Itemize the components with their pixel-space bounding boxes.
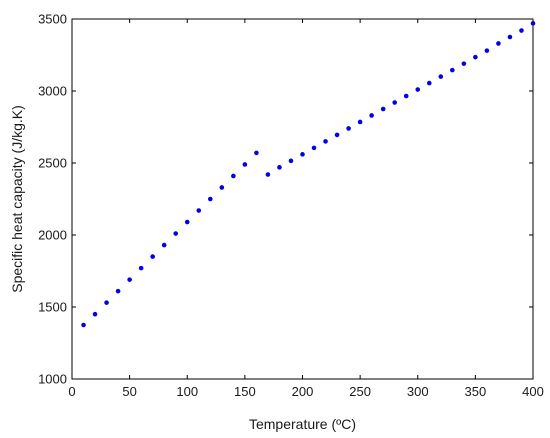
data-point xyxy=(265,172,271,177)
data-point xyxy=(369,113,374,118)
data-point xyxy=(92,311,98,317)
x-tick-label: 0 xyxy=(68,384,75,399)
y-tick-label: 3500 xyxy=(38,12,67,27)
data-point xyxy=(519,28,524,33)
x-tick-label: 200 xyxy=(292,384,314,399)
data-point xyxy=(311,145,317,151)
data-point xyxy=(104,300,109,305)
x-tick-label: 100 xyxy=(176,384,198,399)
tick-labels: 0 50 100 150 200 250 300 350 400 1000 1500 2000 2500… xyxy=(38,12,544,400)
data-point xyxy=(231,173,236,179)
x-tick-label: 400 xyxy=(522,384,544,399)
data-point xyxy=(473,54,478,60)
data-point xyxy=(450,67,455,73)
data-point xyxy=(150,254,155,259)
y-axis-title: Specific heat capacity (J/kg.K) xyxy=(9,105,25,293)
data-point xyxy=(81,322,86,328)
data-point xyxy=(403,93,409,99)
data-points xyxy=(81,21,536,328)
data-point xyxy=(380,106,386,112)
data-point xyxy=(138,265,144,271)
data-point xyxy=(426,80,432,86)
data-point xyxy=(300,152,305,157)
y-tick-label: 3000 xyxy=(38,84,67,99)
y-tick-label: 2500 xyxy=(38,156,67,171)
data-point xyxy=(346,126,351,131)
x-tick-label: 300 xyxy=(407,384,429,399)
y-tick-label: 2000 xyxy=(38,228,67,243)
data-point xyxy=(392,100,398,105)
x-tick-label: 250 xyxy=(349,384,371,399)
tick-marks xyxy=(71,18,534,380)
x-tick-label: 50 xyxy=(122,384,136,399)
data-point xyxy=(415,87,421,92)
data-point xyxy=(196,208,202,213)
y-tick-label: 1500 xyxy=(38,300,67,315)
data-point xyxy=(530,21,536,26)
data-point xyxy=(323,139,328,144)
data-point xyxy=(496,41,501,46)
data-point xyxy=(161,242,167,248)
data-point xyxy=(288,158,294,164)
data-point xyxy=(184,219,190,225)
x-tick-label: 150 xyxy=(234,384,256,399)
data-point xyxy=(208,196,213,202)
y-tick-label: 1000 xyxy=(38,372,67,387)
data-point xyxy=(507,34,513,40)
data-point xyxy=(438,74,444,79)
data-point xyxy=(484,48,490,53)
data-point xyxy=(127,277,132,282)
data-point xyxy=(334,132,340,138)
data-point xyxy=(115,288,121,294)
x-axis-title: Temperature (ºC) xyxy=(249,416,356,432)
plot-area xyxy=(71,18,534,380)
data-point xyxy=(277,165,282,170)
x-tick-label: 350 xyxy=(465,384,487,399)
data-point xyxy=(173,231,179,236)
data-point xyxy=(219,185,225,190)
data-point xyxy=(254,150,259,156)
data-point xyxy=(242,162,248,167)
data-point xyxy=(357,119,363,125)
data-point xyxy=(461,61,467,66)
